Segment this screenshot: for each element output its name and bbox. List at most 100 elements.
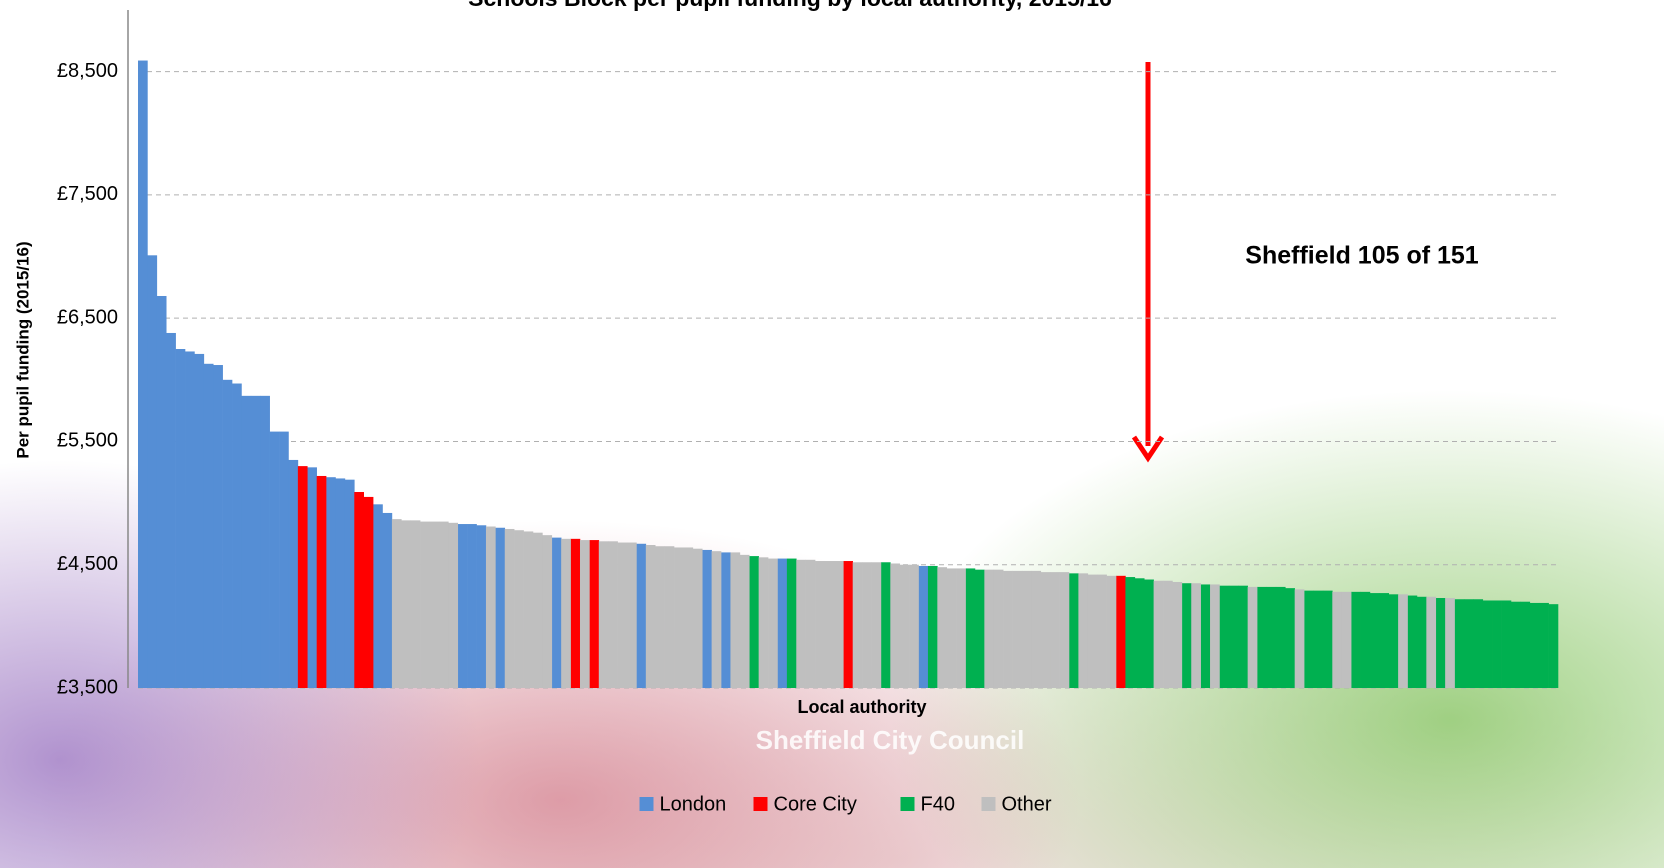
bar xyxy=(843,561,854,688)
bar xyxy=(965,568,976,688)
bar xyxy=(1050,572,1060,688)
bar xyxy=(438,521,449,688)
bar xyxy=(1520,601,1531,688)
bar xyxy=(382,512,393,688)
bar xyxy=(805,559,816,688)
bar xyxy=(1228,585,1239,688)
bar xyxy=(185,351,195,688)
bar xyxy=(721,552,731,688)
bar xyxy=(1473,599,1484,688)
bar xyxy=(222,379,233,688)
bar xyxy=(194,353,205,688)
y-tick-label: £5,500 xyxy=(57,430,118,452)
bar xyxy=(937,567,948,688)
bar xyxy=(749,556,759,688)
bar xyxy=(730,552,741,688)
bar xyxy=(203,363,214,688)
bar xyxy=(1191,583,1201,688)
bar xyxy=(448,522,459,688)
y-tick-label: £8,500 xyxy=(57,60,118,82)
bar xyxy=(1247,586,1258,688)
bar xyxy=(373,504,383,688)
bar xyxy=(598,541,609,688)
bar xyxy=(880,562,891,688)
bar xyxy=(1181,583,1192,688)
legend-swatch xyxy=(900,797,915,811)
watermark: Sheffield City Council xyxy=(756,725,1025,755)
bar xyxy=(1294,589,1305,688)
bar xyxy=(1388,594,1399,688)
bar xyxy=(1012,570,1023,688)
bar xyxy=(664,546,675,688)
bar xyxy=(1257,586,1267,688)
bar xyxy=(307,467,317,688)
bar xyxy=(993,569,1004,688)
bar xyxy=(1539,602,1549,688)
annotation-arrowhead xyxy=(1131,435,1165,463)
bar xyxy=(1369,593,1380,688)
bar xyxy=(1379,593,1390,688)
bar xyxy=(250,395,261,688)
bar xyxy=(1059,572,1070,688)
bar xyxy=(909,564,919,688)
bar xyxy=(711,551,722,688)
bar xyxy=(1134,578,1145,688)
bar xyxy=(796,559,806,688)
bar xyxy=(1153,580,1164,688)
bar xyxy=(1360,591,1371,688)
bar xyxy=(655,546,665,688)
bar xyxy=(1031,570,1042,688)
bar xyxy=(1492,600,1502,688)
bar xyxy=(1116,575,1126,688)
bar xyxy=(852,562,863,688)
bar xyxy=(589,540,600,688)
bar xyxy=(1163,580,1173,688)
bar xyxy=(1416,596,1427,688)
bar xyxy=(645,545,656,688)
bar xyxy=(344,479,355,688)
bar xyxy=(899,564,910,688)
bar xyxy=(1529,602,1540,688)
bar xyxy=(1125,577,1136,688)
bar xyxy=(523,531,534,688)
bar xyxy=(532,532,543,688)
bar xyxy=(1210,584,1220,688)
bar xyxy=(1445,598,1455,688)
bar xyxy=(768,558,778,688)
bar xyxy=(363,496,374,688)
x-axis-label: Local authority xyxy=(797,697,926,717)
bar xyxy=(166,332,176,688)
bar xyxy=(833,561,844,688)
bar xyxy=(467,524,477,688)
bar xyxy=(1003,570,1013,688)
bar xyxy=(1454,599,1465,688)
bar xyxy=(138,60,148,689)
legend-swatch xyxy=(639,797,654,811)
bar xyxy=(617,542,628,688)
y-tick-label: £4,500 xyxy=(57,553,118,575)
annotation: Sheffield 105 of 151 xyxy=(1245,242,1479,270)
bar xyxy=(1341,591,1352,688)
bar xyxy=(551,537,562,688)
bar xyxy=(871,562,882,688)
bar xyxy=(1285,588,1295,688)
bar xyxy=(542,535,553,688)
bar xyxy=(175,349,186,688)
bar xyxy=(1200,584,1211,688)
legend-swatch xyxy=(981,797,996,811)
bar xyxy=(354,491,364,688)
bar xyxy=(561,538,571,688)
bar xyxy=(786,558,797,688)
bar xyxy=(815,561,825,688)
bar xyxy=(504,528,515,688)
bar xyxy=(974,569,985,688)
bar xyxy=(1426,596,1437,688)
bar xyxy=(297,466,308,688)
bar xyxy=(1040,572,1051,688)
bar xyxy=(674,547,684,688)
bar xyxy=(683,547,694,688)
bar xyxy=(739,554,750,688)
bar xyxy=(391,519,402,688)
bar xyxy=(918,565,929,688)
